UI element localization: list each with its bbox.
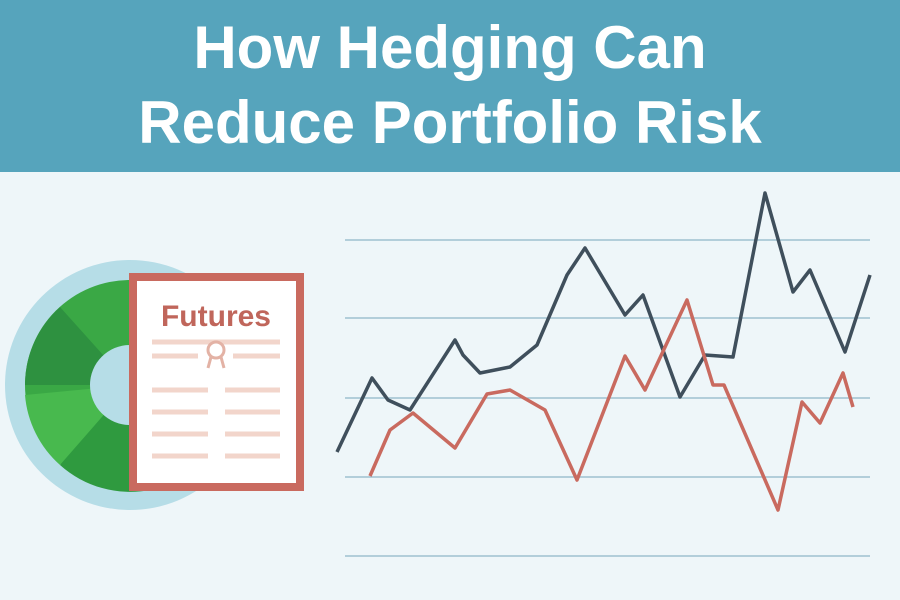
document: Futures	[129, 273, 304, 491]
header-band	[0, 0, 900, 172]
dark-line	[335, 191, 872, 453]
title-line: Reduce Portfolio Risk	[138, 89, 762, 156]
document-label: Futures	[161, 300, 271, 333]
red-line	[368, 298, 855, 512]
title-line: How Hedging Can	[193, 14, 706, 81]
